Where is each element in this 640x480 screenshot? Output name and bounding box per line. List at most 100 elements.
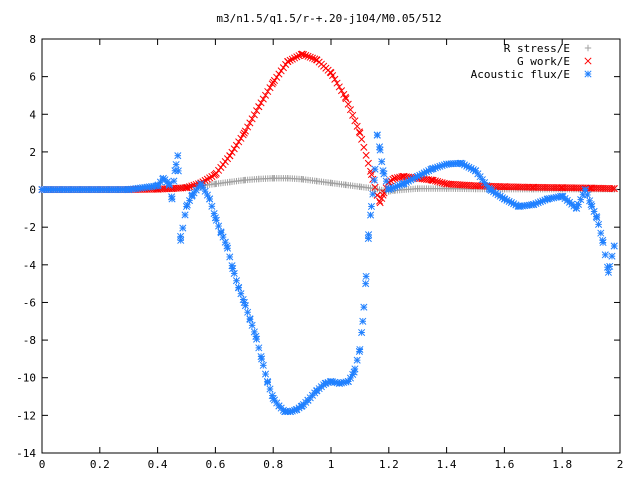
series-2-point (583, 191, 591, 199)
series-1-point (427, 176, 435, 184)
series-2-point (382, 177, 390, 185)
y-tick-label: -4 (23, 259, 37, 272)
chart-title: m3/n1.5/q1.5/r-+.20-j104/M0.05/512 (216, 12, 441, 25)
series-1-point (279, 64, 287, 72)
series-1-point (335, 83, 343, 91)
series-2-point (197, 180, 205, 188)
series-2-point (399, 180, 407, 188)
series-2-point (181, 211, 189, 219)
series-1-point (373, 191, 381, 199)
x-tick-label: 1 (328, 458, 335, 471)
series-1-point (244, 123, 252, 131)
series-2-point (286, 408, 295, 416)
series-2-point (258, 355, 266, 363)
series-2-point (298, 402, 306, 410)
x-tick-label: 0.6 (205, 458, 225, 471)
series-2-point (38, 185, 46, 194)
series-1-point (201, 176, 209, 185)
series-0-point (414, 185, 421, 192)
series-1-point (255, 103, 263, 111)
y-tick-label: 6 (29, 71, 36, 84)
series-2-point (529, 201, 537, 209)
series-2-point (244, 308, 252, 316)
x-tick-label: 0.4 (148, 458, 168, 471)
series-2-point (597, 229, 605, 237)
series-2-point (211, 214, 219, 222)
series-2-point (581, 185, 589, 194)
series-2-point (217, 229, 225, 237)
series-1-point (587, 184, 595, 192)
y-tick-label: 8 (29, 33, 36, 46)
series-1-point (342, 95, 350, 103)
series-1-point (362, 151, 370, 159)
series-2-point (174, 152, 182, 160)
series-2-point (248, 321, 256, 329)
series-2-point (327, 377, 335, 386)
series-1-point (351, 117, 359, 125)
tick-labels: 0 0.2 0.4 0.6 0.8 1 1.2 1.4 1.6 1.8 2 8 6 4 2 0 -2 -4 -6 -8… (16, 33, 623, 471)
series-1-point (259, 95, 267, 103)
series-1-point (349, 111, 357, 119)
series-1-point (471, 182, 480, 190)
series-2-point (234, 283, 243, 291)
series-2-point (321, 379, 329, 387)
series-1-point (235, 138, 243, 146)
series-2-point (593, 214, 601, 222)
series-1-point (228, 148, 236, 156)
series-2-point (344, 377, 352, 386)
y-tick-label: -10 (16, 372, 36, 385)
series-1-point (226, 152, 234, 160)
series-2-point (457, 159, 465, 167)
series-2-point (515, 202, 523, 211)
x-tick-label: 0.8 (263, 458, 283, 471)
series-2-point (595, 220, 603, 228)
series-2-point (125, 185, 133, 194)
series-1-point (337, 87, 346, 95)
series-2-point (443, 160, 451, 168)
series-2-point (371, 165, 379, 173)
series-2-point (223, 242, 231, 250)
series-1-point (434, 178, 442, 186)
series-1-point (261, 91, 270, 99)
series-0-point (327, 179, 335, 187)
y-tick-label: 2 (29, 146, 36, 159)
series-2-point (369, 190, 377, 198)
series-2-point (409, 175, 417, 183)
series-1-point (264, 87, 272, 96)
x-tick-label: 1.6 (494, 458, 514, 471)
series-1-point (376, 199, 384, 207)
legend-label: R stress/E (504, 42, 570, 55)
series-2-point (336, 379, 344, 387)
series-1-point (429, 176, 437, 184)
series-1-point (246, 119, 254, 127)
legend-marker (584, 57, 592, 65)
y-tick-label: -12 (16, 409, 36, 422)
series-2-point (230, 269, 238, 277)
y-tick-label: -8 (23, 334, 36, 347)
series-1-point (275, 70, 283, 78)
series-2-point (215, 222, 223, 230)
series-1-point (168, 185, 176, 193)
series-2-point (168, 195, 176, 203)
series-1-point (302, 51, 310, 60)
series-2-point (414, 172, 422, 180)
series-2-point (360, 303, 368, 311)
series-2-point (471, 167, 480, 175)
series-0-point (226, 178, 234, 186)
series-1-point (428, 176, 436, 184)
series-2-point (379, 167, 387, 175)
series-layer (38, 50, 618, 416)
series-1-point (266, 84, 274, 92)
y-tick-label: -14 (16, 447, 36, 460)
series-1-point (367, 170, 376, 179)
series-2-point (261, 370, 270, 378)
series-2-point (558, 192, 566, 200)
series-2-point (312, 387, 321, 395)
series-1-point (371, 183, 379, 191)
series-1-point (364, 159, 372, 167)
x-tick-label: 1.8 (552, 458, 572, 471)
series-1-point (379, 191, 387, 199)
series-1-point (311, 55, 319, 63)
series-1-point (250, 111, 258, 119)
series-2-point (210, 210, 218, 218)
